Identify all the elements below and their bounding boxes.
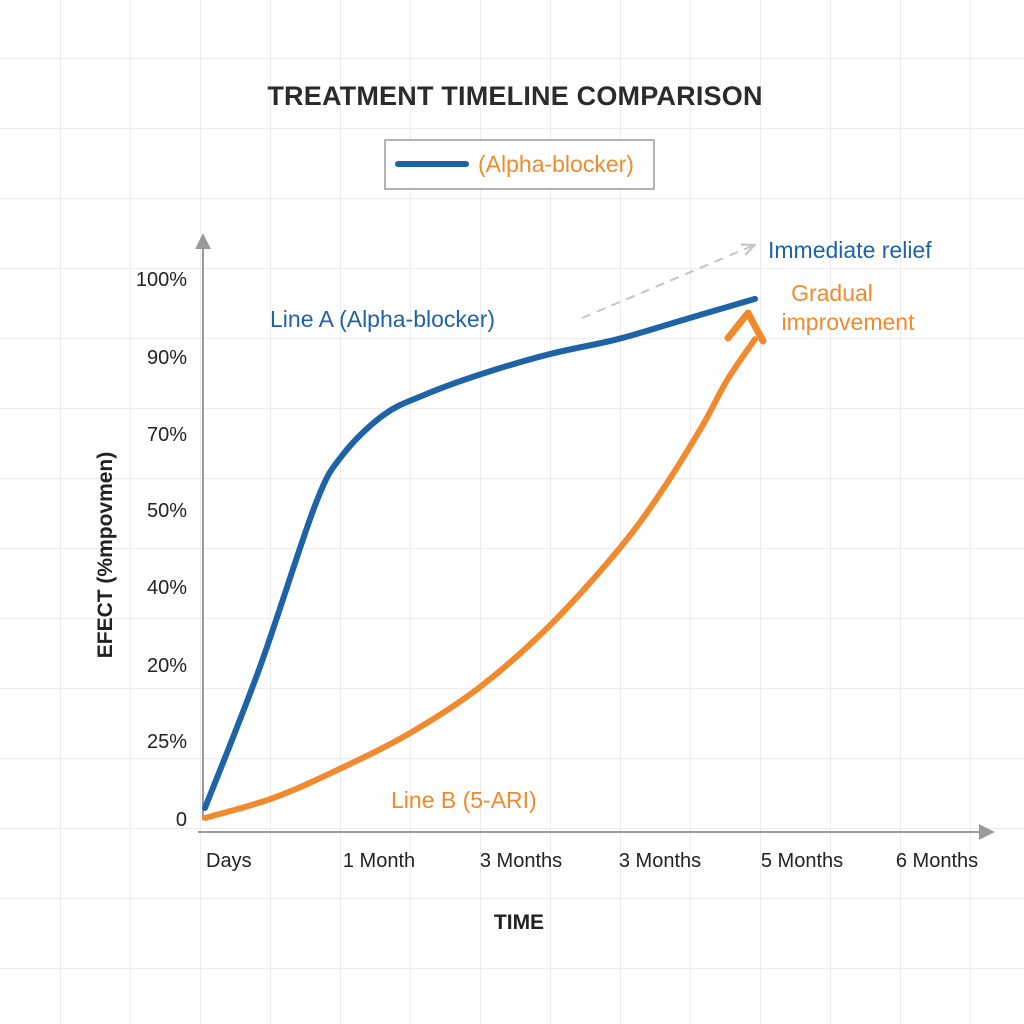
- y-tick-labels: 0 25% 20% 40% 50% 70% 90% 100%: [136, 269, 187, 831]
- x-axis-title: TIME: [494, 911, 544, 934]
- x-tick-label: Days: [206, 850, 252, 872]
- series-line-b: [202, 336, 758, 821]
- y-tick-label: 90%: [147, 347, 187, 369]
- y-tick-label: 50%: [147, 500, 187, 522]
- x-tick-labels: Days 1 Month 3 Months 3 Months 5 Months …: [206, 850, 978, 872]
- y-tick-label: 20%: [147, 655, 187, 677]
- line-a-label: Line A (Alpha-blocker): [270, 306, 495, 332]
- legend-label-line-a: (Alpha-blocker): [478, 151, 634, 177]
- gradual-improvement-label-line1: Gradual: [791, 280, 873, 306]
- x-tick-label: 3 Months: [619, 850, 701, 872]
- y-tick-label: 0: [176, 809, 187, 831]
- y-tick-label: 70%: [147, 424, 187, 446]
- x-tick-label: 6 Months: [896, 850, 978, 872]
- x-tick-label: 1 Month: [343, 850, 415, 872]
- series-line-a: [202, 295, 758, 811]
- y-tick-label: 100%: [136, 269, 187, 291]
- line-b-label: Line B (5-ARI): [391, 787, 537, 813]
- legend: (Alpha-blocker): [384, 139, 655, 190]
- gradual-improvement-label-line2: improvement: [782, 309, 916, 335]
- chart-title: TREATMENT TIMELINE COMPARISON: [267, 81, 762, 111]
- y-tick-label: 25%: [147, 731, 187, 753]
- series-layer: [202, 295, 758, 821]
- y-axis-title: EFECT (%mpovmen): [94, 452, 117, 659]
- x-tick-label: 5 Months: [761, 850, 843, 872]
- y-tick-label: 40%: [147, 577, 187, 599]
- immediate-relief-label: Immediate relief: [768, 237, 932, 263]
- x-tick-label: 3 Months: [480, 850, 562, 872]
- line-b-arrowhead: [724, 309, 767, 345]
